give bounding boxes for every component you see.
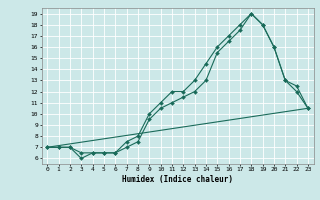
X-axis label: Humidex (Indice chaleur): Humidex (Indice chaleur) xyxy=(122,175,233,184)
